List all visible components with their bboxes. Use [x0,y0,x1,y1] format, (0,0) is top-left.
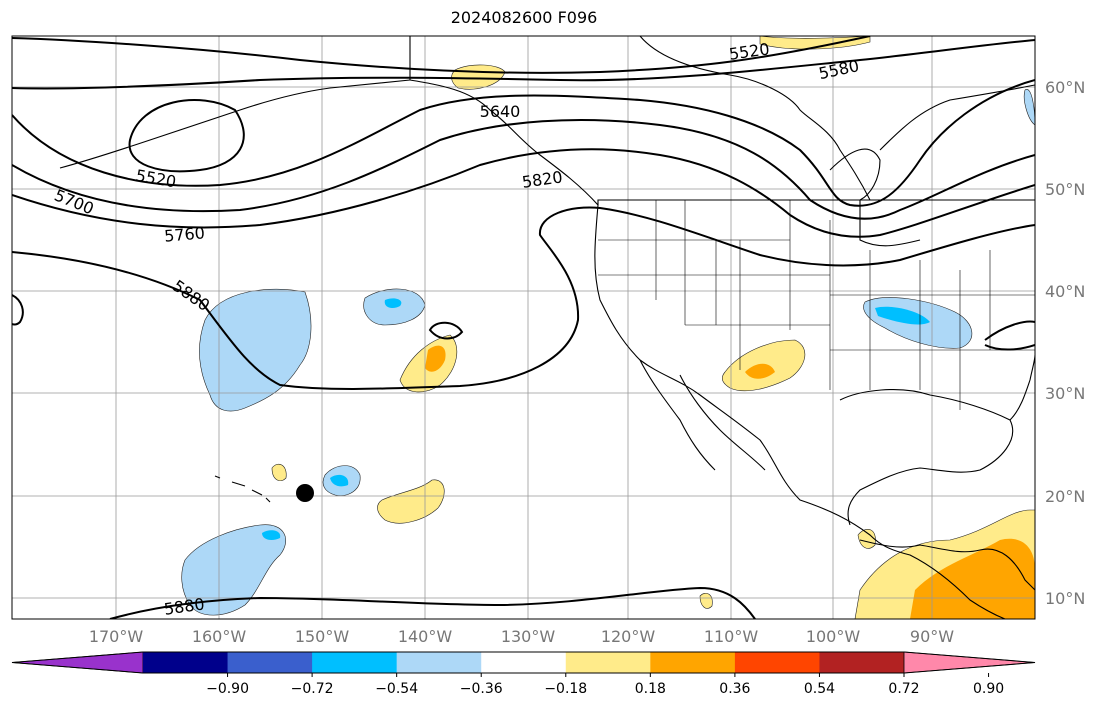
lon-label-130w: 130°W [501,627,556,646]
contour-line [12,79,1035,207]
colorbar-bin [819,652,905,673]
positive-anomaly-region [699,593,713,609]
colorbar-tick-label: −0.54 [375,681,418,697]
positive-anomaly-region [759,36,871,50]
map-title: 2024082600 F096 [450,8,598,27]
lat-label-40n: 40°N [1045,282,1085,301]
lon-label-140w: 140°W [398,627,453,646]
colorbar-tick-label: −0.36 [460,681,503,697]
colorbar-tick-label: 0.90 [973,681,1004,697]
colorbar-extend-low [11,651,144,674]
lat-label-60n: 60°N [1045,78,1085,97]
contour-line [428,321,464,340]
positive-anomaly-region [271,463,287,481]
colorbar-bin [481,652,567,673]
contour-label: 5760 [163,223,205,245]
colorbar-tick-label: 0.54 [804,681,835,697]
lon-label-170w: 170°W [89,627,144,646]
positive-anomaly-region [857,528,876,549]
location-marker [296,484,314,502]
colorbar-tick-label: 0.18 [635,681,666,697]
lon-label-160w: 160°W [192,627,247,646]
anomaly-shading [181,36,1035,619]
height-contours [12,36,1035,619]
colorbar-bin [650,652,736,673]
contour-line [12,206,1035,390]
colorbar-tick-label: −0.18 [544,681,587,697]
map-frame [11,35,1036,620]
colorbar-bin [227,652,313,673]
contour-line [984,320,1035,351]
map-panel: 5520 5580 5640 5520 5700 5760 5820 5880 … [12,36,1035,619]
colorbar: −0.90 −0.72 −0.54 −0.36 −0.18 0.18 0.36 0.54 0.7… [11,651,1036,697]
lon-label-110w: 110°W [704,627,759,646]
colorbar-bin [565,652,651,673]
lat-label-20n: 20°N [1045,487,1085,506]
lat-label-10n: 10°N [1045,589,1085,608]
longitude-labels: 170°W 160°W 150°W 140°W 130°W 120°W 110°… [89,627,954,646]
contour-line [12,36,871,74]
colorbar-bin [143,652,229,673]
colorbar-tick-label: −0.72 [291,681,334,697]
latitude-labels: 60°N 50°N 40°N 30°N 20°N 10°N [1045,78,1085,608]
contour-line [128,99,245,173]
lon-label-100w: 100°W [806,627,861,646]
colorbar-bin [734,652,820,673]
contour-line [109,586,756,619]
contour-line [12,39,1035,90]
positive-anomaly-region [377,479,445,524]
lon-label-120w: 120°W [601,627,656,646]
colorbar-tick-label: −0.90 [206,681,249,697]
lon-label-90w: 90°W [910,627,954,646]
contour-line [12,294,24,326]
lon-label-150w: 150°W [295,627,350,646]
colorbar-tick-label: 0.36 [719,681,750,697]
lat-label-30n: 30°N [1045,384,1085,403]
colorbar-bin [396,652,482,673]
lat-label-50n: 50°N [1045,180,1085,199]
contour-line [12,148,1035,238]
colorbar-bin [312,652,398,673]
coastlines [59,36,1035,619]
contour-label: 5640 [480,102,521,121]
colorbar-extend-high [903,651,1036,674]
colorbar-tick-label: 0.72 [888,681,919,697]
colorbar-outline [11,651,1036,674]
contour-line [12,119,1035,220]
